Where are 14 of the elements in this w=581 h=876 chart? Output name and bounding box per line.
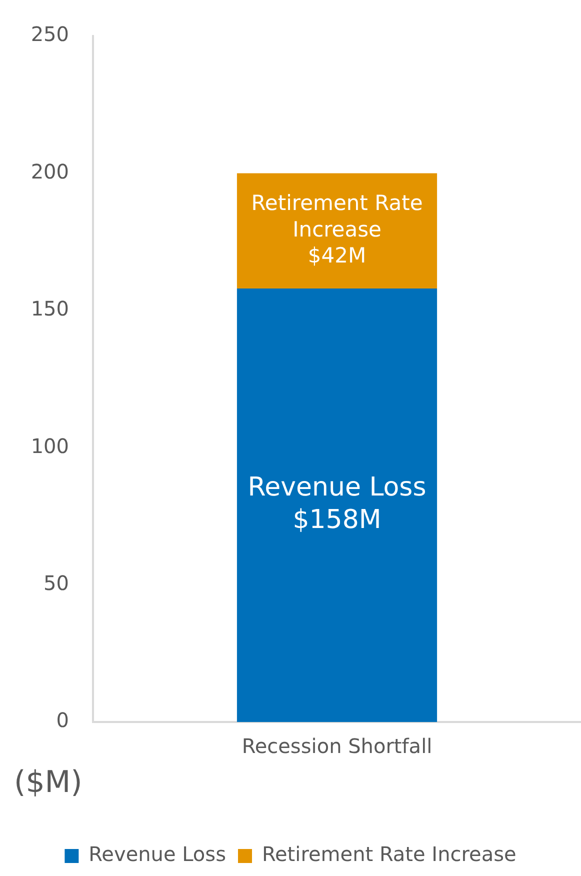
y-axis-title: ($M) (14, 764, 82, 800)
y-tick-label: 250 (30, 22, 69, 46)
legend-label: Retirement Rate Increase (262, 842, 516, 866)
x-tick-label: Recession Shortfall (242, 734, 432, 758)
y-tick-label: 50 (44, 571, 69, 596)
y-tick-label: 200 (30, 159, 69, 184)
y-tick-label: 150 (30, 296, 69, 321)
legend-label: Revenue Loss (88, 842, 226, 866)
data-label: $158M (292, 505, 382, 536)
data-label: $42M (308, 244, 366, 268)
text: Revenue Loss (248, 472, 426, 503)
y-tick-label: 100 (30, 434, 69, 458)
y-tick-label: 0 (56, 708, 69, 732)
text: Retirement Rate Increase (251, 191, 423, 242)
